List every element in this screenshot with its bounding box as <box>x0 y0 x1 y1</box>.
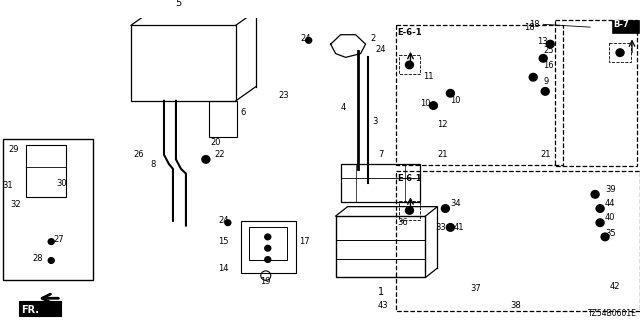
Text: 20: 20 <box>211 138 221 147</box>
Text: 22: 22 <box>215 150 225 159</box>
Text: 3: 3 <box>372 117 378 126</box>
Text: 21: 21 <box>437 150 448 159</box>
Circle shape <box>541 88 549 95</box>
Circle shape <box>596 219 604 227</box>
Text: 4: 4 <box>340 103 346 112</box>
Bar <box>609 43 631 62</box>
Text: 24: 24 <box>300 34 310 43</box>
Text: 7: 7 <box>378 150 383 159</box>
Circle shape <box>447 90 454 97</box>
Text: 1: 1 <box>378 287 383 297</box>
Bar <box>335 216 426 277</box>
Text: 34: 34 <box>451 199 461 208</box>
Text: 16: 16 <box>543 61 554 70</box>
Circle shape <box>540 54 547 62</box>
Text: 24: 24 <box>376 45 386 54</box>
Circle shape <box>48 239 54 244</box>
Circle shape <box>306 37 312 43</box>
Bar <box>3 139 93 280</box>
Text: 18: 18 <box>525 23 535 32</box>
Circle shape <box>591 191 599 198</box>
Text: 26: 26 <box>133 150 144 159</box>
Circle shape <box>447 224 454 231</box>
Text: 8: 8 <box>150 160 156 169</box>
Bar <box>399 55 420 74</box>
Text: 24: 24 <box>218 216 229 225</box>
Bar <box>26 145 66 197</box>
Text: 30: 30 <box>56 179 67 188</box>
Text: 44: 44 <box>605 199 616 208</box>
Circle shape <box>265 234 271 240</box>
Bar <box>612 20 639 33</box>
Bar <box>340 164 420 202</box>
Bar <box>131 25 236 101</box>
Text: 33: 33 <box>435 223 446 232</box>
Bar <box>396 171 640 310</box>
Circle shape <box>546 40 554 48</box>
Text: 17: 17 <box>299 237 309 246</box>
Text: FR.: FR. <box>21 305 39 315</box>
Text: 32: 32 <box>11 200 21 209</box>
Text: 6: 6 <box>241 108 246 117</box>
Text: E-6-1: E-6-1 <box>397 28 422 37</box>
Text: TZ54B0601E: TZ54B0601E <box>588 309 637 318</box>
Bar <box>241 221 296 273</box>
Text: 5: 5 <box>175 0 182 8</box>
Text: 13: 13 <box>537 36 548 45</box>
Text: 43: 43 <box>378 301 388 310</box>
Text: 25: 25 <box>543 46 554 55</box>
Circle shape <box>616 49 624 56</box>
Text: 2: 2 <box>371 34 376 43</box>
Text: 10: 10 <box>451 96 461 105</box>
Text: 14: 14 <box>218 264 229 273</box>
Circle shape <box>406 207 413 214</box>
Text: 31: 31 <box>3 181 13 190</box>
Text: 36: 36 <box>397 218 408 227</box>
Bar <box>19 301 61 316</box>
Text: 42: 42 <box>610 282 621 291</box>
Text: 18: 18 <box>529 20 540 29</box>
Circle shape <box>596 205 604 212</box>
Circle shape <box>442 205 449 212</box>
Text: 21: 21 <box>540 150 550 159</box>
Text: 35: 35 <box>605 229 616 238</box>
Text: 10: 10 <box>420 99 431 108</box>
Text: 38: 38 <box>510 301 521 310</box>
Bar <box>249 228 287 260</box>
Text: 15: 15 <box>218 237 229 246</box>
Circle shape <box>265 245 271 251</box>
Circle shape <box>429 102 437 109</box>
Text: 19: 19 <box>260 277 271 286</box>
Text: 28: 28 <box>33 254 44 263</box>
Text: 11: 11 <box>424 73 434 82</box>
Text: 39: 39 <box>605 185 616 194</box>
Bar <box>209 101 237 137</box>
Circle shape <box>265 257 271 262</box>
Text: 40: 40 <box>605 213 616 222</box>
Text: 27: 27 <box>53 235 64 244</box>
Text: 9: 9 <box>543 77 548 86</box>
Bar <box>396 25 563 165</box>
Circle shape <box>225 220 231 226</box>
Circle shape <box>406 61 413 69</box>
Text: 29: 29 <box>9 146 19 155</box>
Text: E-6-1: E-6-1 <box>397 173 422 183</box>
Text: B-7: B-7 <box>613 20 629 28</box>
Circle shape <box>48 258 54 263</box>
Text: 23: 23 <box>279 91 289 100</box>
Circle shape <box>529 73 537 81</box>
Text: 37: 37 <box>470 284 481 293</box>
Text: 41: 41 <box>453 223 464 232</box>
Circle shape <box>601 233 609 241</box>
Text: 12: 12 <box>437 120 448 129</box>
Circle shape <box>202 156 210 163</box>
Bar <box>555 20 637 166</box>
Bar <box>399 201 420 220</box>
